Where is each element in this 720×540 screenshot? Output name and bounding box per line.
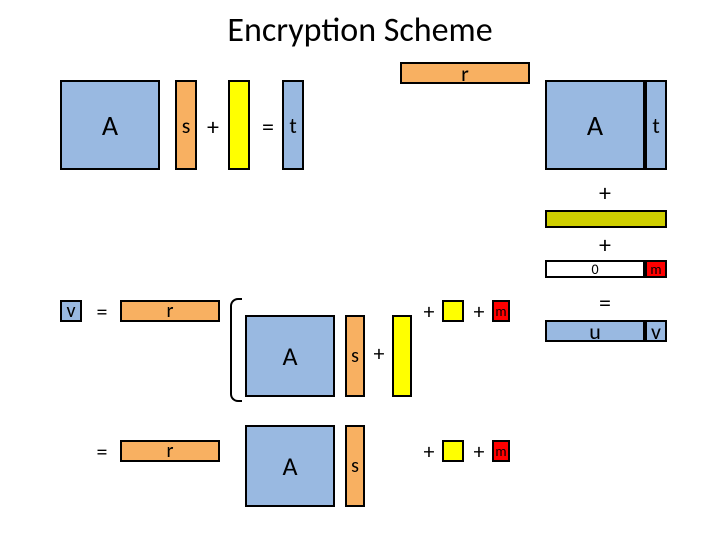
box-A-last: A — [245, 425, 335, 507]
op-plus-1: + — [203, 112, 223, 142]
box-A2: A — [545, 80, 645, 170]
box-u: u — [545, 320, 645, 342]
op-plus-vA: + — [370, 340, 388, 366]
op-plus-last2: + — [470, 436, 488, 466]
bracket-v — [230, 298, 242, 402]
op-eq-1: = — [258, 112, 278, 142]
box-m-v: m — [492, 300, 510, 322]
box-r-top: r — [400, 62, 530, 84]
box-A1: A — [60, 80, 160, 170]
box-ybox-v — [442, 300, 464, 322]
box-v-left: v — [60, 300, 82, 322]
box-s1: s — [175, 80, 197, 170]
op-plus-v2: + — [470, 296, 488, 326]
box-t2: t — [645, 80, 667, 170]
op-plus-r1: + — [595, 180, 615, 206]
box-yel-right — [545, 210, 667, 228]
op-plus-v1: + — [420, 296, 438, 326]
box-yel-v — [392, 315, 412, 397]
op-plus-last1: + — [420, 436, 438, 466]
box-A-v: A — [245, 315, 335, 397]
box-r-v: r — [120, 300, 220, 322]
box-v-right: v — [645, 320, 667, 342]
box-m-right: m — [645, 260, 667, 278]
op-plus-r2: + — [595, 232, 615, 258]
box-t1: t — [282, 80, 304, 170]
op-eq-v: = — [92, 296, 112, 326]
box-yel1 — [228, 80, 250, 170]
box-zero: 0 — [545, 260, 645, 278]
box-ybox-last — [442, 440, 464, 462]
box-s-v: s — [345, 315, 365, 397]
page-title: Encryption Scheme — [170, 8, 550, 53]
op-eq-last: = — [92, 436, 112, 466]
box-m-last: m — [492, 440, 510, 462]
op-eq-right: = — [595, 290, 615, 316]
box-s-last: s — [345, 425, 365, 507]
box-r-last: r — [120, 440, 220, 462]
